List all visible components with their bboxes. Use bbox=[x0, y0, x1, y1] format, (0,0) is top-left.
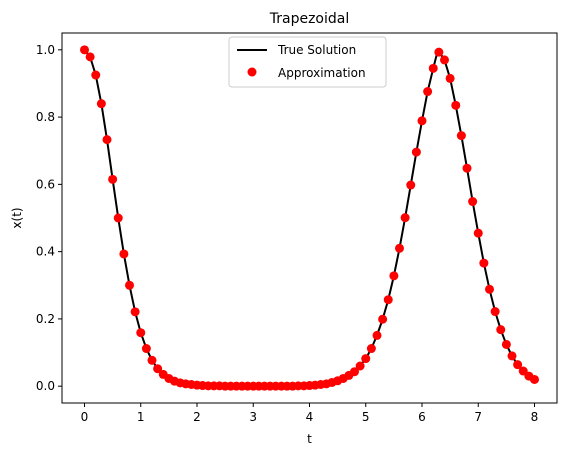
approximation-point bbox=[153, 364, 163, 374]
plot-area bbox=[80, 45, 539, 391]
approximation-point bbox=[451, 100, 461, 110]
y-tick-label: 0.4 bbox=[36, 245, 55, 259]
approximation-point bbox=[406, 180, 416, 190]
y-axis-label: x(t) bbox=[10, 207, 24, 228]
approximation-point bbox=[479, 258, 489, 268]
approximation-point bbox=[96, 99, 106, 109]
approximation-point bbox=[530, 374, 539, 384]
approximation-point bbox=[361, 354, 371, 364]
approximation-point bbox=[113, 213, 123, 223]
approximation-point bbox=[378, 314, 388, 324]
approximation-point bbox=[383, 295, 393, 305]
legend-label-approximation: Approximation bbox=[278, 66, 366, 80]
approximation-point bbox=[423, 87, 433, 97]
approximation-point bbox=[147, 355, 157, 365]
approximation-point bbox=[456, 131, 466, 141]
approximation-point bbox=[473, 228, 483, 238]
approximation-point bbox=[428, 63, 438, 73]
approximation-point bbox=[395, 243, 404, 253]
approximation-point bbox=[355, 361, 365, 371]
approximation-point bbox=[141, 344, 151, 354]
x-tick-label: 3 bbox=[249, 410, 257, 424]
x-tick-label: 0 bbox=[81, 410, 89, 424]
legend-label-true-solution: True Solution bbox=[277, 43, 356, 57]
approximation-point bbox=[125, 280, 134, 290]
x-tick-label: 5 bbox=[362, 410, 370, 424]
axes: 0 1 2 3 4 5 6 7 8 0.0 0.2 0.4 0.6 0.8 1.0 bbox=[36, 32, 558, 424]
approximation-point bbox=[417, 116, 427, 126]
approximation-point bbox=[389, 271, 399, 281]
approximation-point bbox=[507, 351, 517, 361]
approximation-point bbox=[102, 135, 112, 145]
approximation-point bbox=[400, 213, 410, 223]
x-tick-label: 7 bbox=[474, 410, 482, 424]
approximation-point bbox=[372, 330, 382, 340]
approximation-point bbox=[91, 70, 101, 80]
approximation-point bbox=[130, 307, 140, 317]
approximation-point bbox=[108, 174, 118, 184]
legend-frame bbox=[228, 36, 387, 88]
x-tick-label: 1 bbox=[137, 410, 145, 424]
approximation-point bbox=[366, 344, 376, 354]
approximation-point bbox=[462, 163, 472, 173]
approximation-point bbox=[80, 45, 89, 55]
x-tick-label: 2 bbox=[193, 410, 201, 424]
chart-title: Trapezoidal bbox=[269, 11, 350, 27]
approximation-point bbox=[513, 360, 523, 370]
approximation-point bbox=[496, 325, 506, 335]
approximation-point bbox=[490, 307, 500, 317]
x-axis-label: t bbox=[307, 432, 312, 446]
approximation-point bbox=[434, 47, 444, 57]
y-tick-label: 1.0 bbox=[36, 43, 55, 57]
y-tick-label: 0.2 bbox=[36, 312, 55, 326]
approximation-point bbox=[445, 73, 455, 83]
approximation-point bbox=[119, 249, 129, 259]
y-tick-label: 0.6 bbox=[36, 177, 55, 191]
approximation-point bbox=[411, 147, 421, 157]
y-tick-label: 0.0 bbox=[36, 379, 55, 393]
approximation-point bbox=[485, 284, 494, 294]
x-tick-label: 6 bbox=[418, 410, 426, 424]
approximation-point bbox=[501, 339, 511, 349]
x-tick-label: 4 bbox=[306, 410, 314, 424]
approximation-point bbox=[440, 55, 449, 65]
y-tick-label: 0.8 bbox=[36, 110, 55, 124]
approximation-point bbox=[350, 367, 359, 377]
legend: True Solution Approximation bbox=[228, 36, 387, 88]
approximation-point bbox=[85, 52, 95, 62]
approximation-point bbox=[468, 197, 478, 207]
x-tick-label: 8 bbox=[531, 410, 539, 424]
approximation-point bbox=[136, 328, 146, 338]
legend-marker-swatch bbox=[247, 67, 257, 77]
